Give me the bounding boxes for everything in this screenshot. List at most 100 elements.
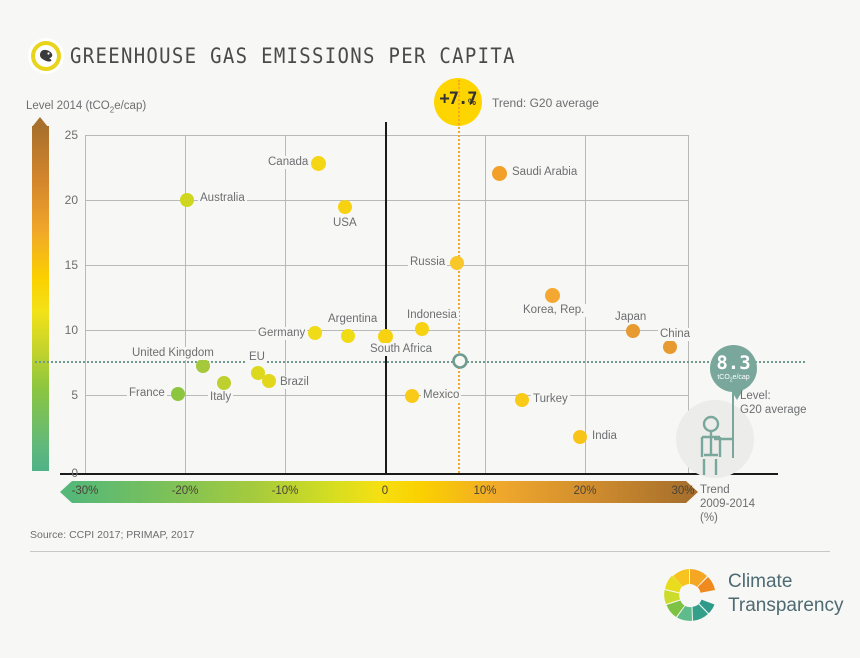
g20-average-trend-line: [458, 80, 460, 473]
data-label-south-africa: South Africa: [368, 343, 432, 356]
y-axis-title-main: Level 2014 (tCO: [26, 100, 110, 112]
data-point-argentina[interactable]: [341, 329, 355, 343]
avg-badge-pole: [732, 392, 734, 458]
data-label-eu: EU: [247, 351, 267, 364]
xtick-neg20: -20%: [171, 485, 199, 497]
ytick-20: 20: [64, 193, 78, 207]
gridline-x-neg10: [285, 135, 286, 473]
y-gradient-arrow: [32, 117, 48, 127]
data-label-china: China: [658, 328, 693, 341]
x-axis-caption-line3: (%): [700, 512, 718, 524]
ytick-15: 15: [64, 258, 78, 272]
data-label-saudi-arabia: Saudi Arabia: [510, 166, 580, 179]
globe-icon: [28, 38, 64, 74]
data-label-canada: Canada: [266, 156, 311, 169]
ytick-5: 5: [71, 388, 78, 402]
data-point-usa[interactable]: [338, 200, 352, 214]
data-label-korea-rep: Korea, Rep.: [521, 304, 587, 317]
logo-text-line2: Transparency: [728, 595, 844, 616]
xtick-neg10: -10%: [271, 485, 299, 497]
ytick-25: 25: [64, 128, 78, 142]
logo-text: Climate Transparency: [728, 570, 843, 618]
data-point-south-africa[interactable]: [378, 329, 393, 344]
data-point-italy[interactable]: [217, 376, 231, 390]
data-label-turkey: Turkey: [531, 393, 570, 406]
data-label-italy: Italy: [208, 391, 234, 404]
data-point-korea-rep[interactable]: [545, 288, 560, 303]
page-title: GREENHOUSE GAS EMISSIONS PER CAPITA: [70, 44, 516, 69]
y-axis-title: Level 2014 (tCO2e/cap): [26, 100, 146, 114]
data-label-indonesia: Indonesia: [405, 309, 459, 322]
x-gradient-arrow-left: [60, 481, 72, 503]
ytick-0: 0: [71, 466, 78, 480]
axis-zero-vertical: [385, 122, 387, 473]
avg-caption-line2: G20 average: [740, 404, 807, 416]
data-point-australia[interactable]: [180, 193, 194, 207]
y-axis-title-rest: e/cap): [114, 100, 147, 112]
xtick-0: 0: [381, 485, 389, 497]
xtick-neg30: -30%: [71, 485, 99, 497]
data-point-russia[interactable]: [450, 256, 464, 270]
data-label-united-kingdom: United Kingdom: [130, 347, 216, 360]
data-label-mexico: Mexico: [421, 389, 462, 402]
data-point-india[interactable]: [573, 430, 587, 444]
globe-glyph: [40, 49, 53, 62]
g20-average-marker: [452, 353, 468, 369]
avg-badge-unit: tCO2e/cap: [710, 374, 757, 383]
avg-caption-line1: Level:: [740, 390, 771, 402]
avg-badge-unit-main: tCO: [717, 374, 730, 381]
footer-divider: [30, 551, 830, 552]
y-gradient-bar: [32, 126, 49, 471]
data-label-france: France: [127, 387, 167, 400]
data-point-france[interactable]: [171, 387, 185, 401]
climate-transparency-logo-icon: [660, 566, 720, 624]
g20-average-level-line: [35, 361, 805, 363]
xtick-20: 20%: [573, 485, 597, 497]
data-point-china[interactable]: [663, 340, 677, 354]
x-axis-caption-line2: 2009-2014: [700, 498, 755, 510]
gridline-x-10: [485, 135, 486, 473]
gridline-x-neg30: [85, 135, 86, 473]
avg-badge-unit-rest: e/cap: [732, 374, 750, 381]
person-icon: [700, 415, 734, 475]
scatter-plot: [35, 80, 805, 475]
data-point-united-kingdom[interactable]: [196, 359, 210, 373]
x-gradient-bar: [72, 481, 686, 503]
data-point-turkey[interactable]: [515, 393, 529, 407]
avg-badge-value: 8.3: [716, 352, 751, 374]
data-point-saudi-arabia[interactable]: [492, 166, 507, 181]
data-point-indonesia[interactable]: [415, 322, 429, 336]
data-label-japan: Japan: [613, 311, 649, 324]
data-point-canada[interactable]: [311, 156, 326, 171]
data-label-india: India: [590, 430, 619, 443]
data-label-south-africa-text: South Africa: [370, 343, 433, 355]
x-axis-caption-line1: Trend: [700, 484, 730, 496]
xtick-30: 30%: [671, 485, 695, 497]
data-label-russia: Russia: [408, 256, 448, 269]
data-point-japan[interactable]: [626, 324, 640, 338]
axis-baseline: [60, 473, 778, 475]
x-gradient-arrow-right: [686, 481, 698, 503]
data-label-germany: Germany: [256, 327, 308, 340]
avg-caption: Level: G20 average: [740, 389, 807, 417]
data-point-brazil[interactable]: [262, 374, 276, 388]
avg-badge-unit-sub: 2: [729, 377, 733, 384]
y-axis-title-sub: 2: [109, 105, 115, 115]
gridline-x-neg20: [185, 135, 186, 473]
x-axis-caption: Trend 2009-2014 (%): [700, 483, 755, 525]
source-note: Source: CCPI 2017; PRIMAP, 2017: [30, 529, 195, 541]
data-label-brazil: Brazil: [278, 376, 311, 389]
data-point-mexico[interactable]: [405, 389, 419, 403]
data-label-australia: Australia: [198, 192, 247, 205]
ytick-10: 10: [64, 323, 78, 337]
data-point-germany[interactable]: [308, 326, 322, 340]
data-label-argentina: Argentina: [326, 313, 380, 326]
trend-caption: Trend: G20 average: [492, 96, 599, 110]
xtick-10: 10%: [473, 485, 497, 497]
avg-badge: 8.3 tCO2e/cap: [710, 345, 757, 400]
logo-text-line1: Climate: [728, 571, 793, 592]
trend-badge-unit: %: [468, 97, 477, 107]
gridline-x-30: [688, 135, 689, 473]
data-point-eu[interactable]: [251, 366, 265, 380]
